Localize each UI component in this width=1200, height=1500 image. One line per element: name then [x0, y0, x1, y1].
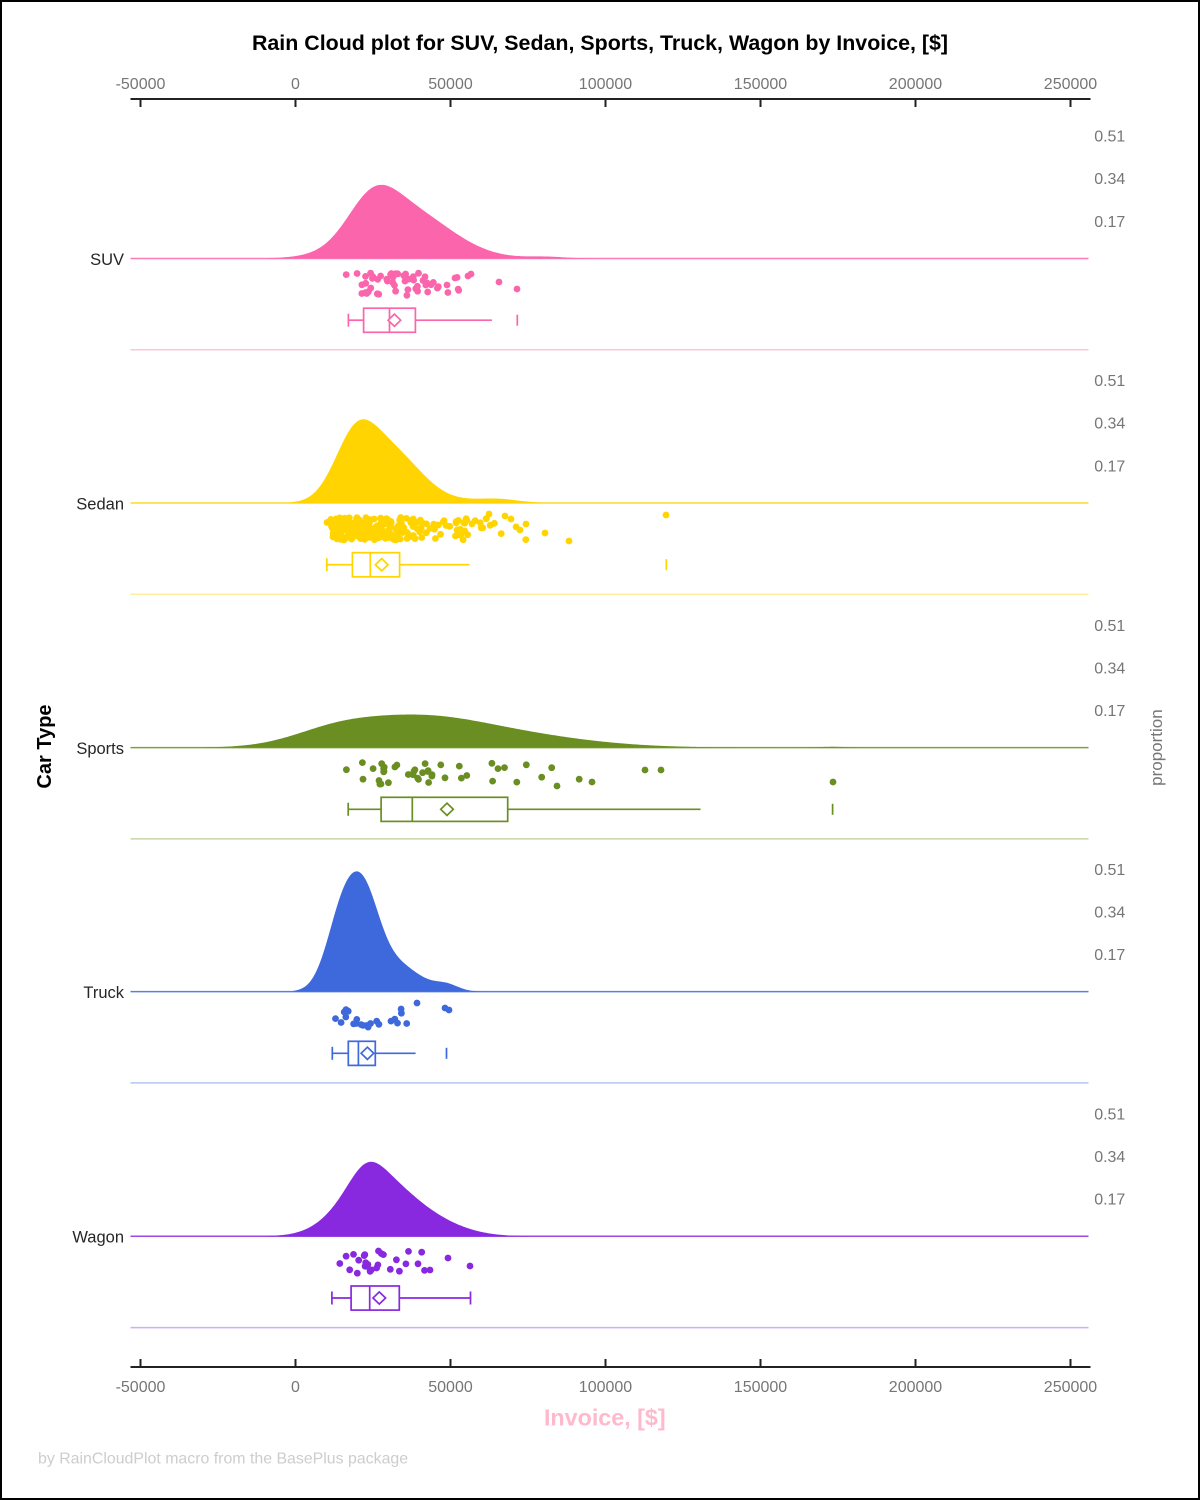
- svg-text:0.17: 0.17: [1094, 703, 1125, 720]
- svg-text:150000: 150000: [734, 1379, 787, 1396]
- svg-text:Car Type: Car Type: [34, 704, 56, 788]
- svg-text:0.34: 0.34: [1094, 660, 1125, 677]
- svg-text:Invoice, [$]: Invoice, [$]: [544, 1404, 666, 1430]
- svg-text:-50000: -50000: [116, 1379, 166, 1396]
- svg-text:SUV: SUV: [90, 251, 124, 269]
- svg-text:0.51: 0.51: [1094, 1107, 1125, 1124]
- svg-text:100000: 100000: [579, 76, 632, 93]
- svg-text:200000: 200000: [889, 1379, 942, 1396]
- svg-text:0.34: 0.34: [1094, 416, 1125, 433]
- svg-text:0.51: 0.51: [1094, 618, 1125, 635]
- svg-text:200000: 200000: [889, 76, 942, 93]
- svg-text:-50000: -50000: [116, 76, 166, 93]
- svg-text:Wagon: Wagon: [72, 1229, 124, 1247]
- svg-text:Truck: Truck: [83, 984, 124, 1002]
- svg-text:proportion: proportion: [1147, 709, 1166, 786]
- svg-text:150000: 150000: [734, 76, 787, 93]
- svg-text:by RainCloudPlot macro from th: by RainCloudPlot macro from the BasePlus…: [38, 1450, 408, 1467]
- svg-text:50000: 50000: [428, 76, 473, 93]
- svg-text:0.17: 0.17: [1094, 214, 1125, 231]
- svg-text:250000: 250000: [1044, 76, 1097, 93]
- svg-text:0.34: 0.34: [1094, 171, 1125, 188]
- svg-text:0.34: 0.34: [1094, 1149, 1125, 1166]
- svg-text:250000: 250000: [1044, 1379, 1097, 1396]
- svg-text:0.34: 0.34: [1094, 904, 1125, 921]
- svg-text:0.17: 0.17: [1094, 947, 1125, 964]
- svg-text:Rain Cloud plot for SUV, Sedan: Rain Cloud plot for SUV, Sedan, Sports, …: [252, 31, 948, 55]
- svg-text:0.51: 0.51: [1094, 373, 1125, 390]
- svg-text:0.51: 0.51: [1094, 129, 1125, 146]
- svg-text:100000: 100000: [579, 1379, 632, 1396]
- svg-text:50000: 50000: [428, 1379, 473, 1396]
- svg-text:0.17: 0.17: [1094, 1192, 1125, 1209]
- svg-text:Sedan: Sedan: [76, 495, 124, 513]
- svg-text:Sports: Sports: [76, 740, 124, 758]
- svg-text:0: 0: [291, 76, 300, 93]
- svg-text:0: 0: [291, 1379, 300, 1396]
- svg-text:0.17: 0.17: [1094, 458, 1125, 475]
- svg-text:0.51: 0.51: [1094, 862, 1125, 879]
